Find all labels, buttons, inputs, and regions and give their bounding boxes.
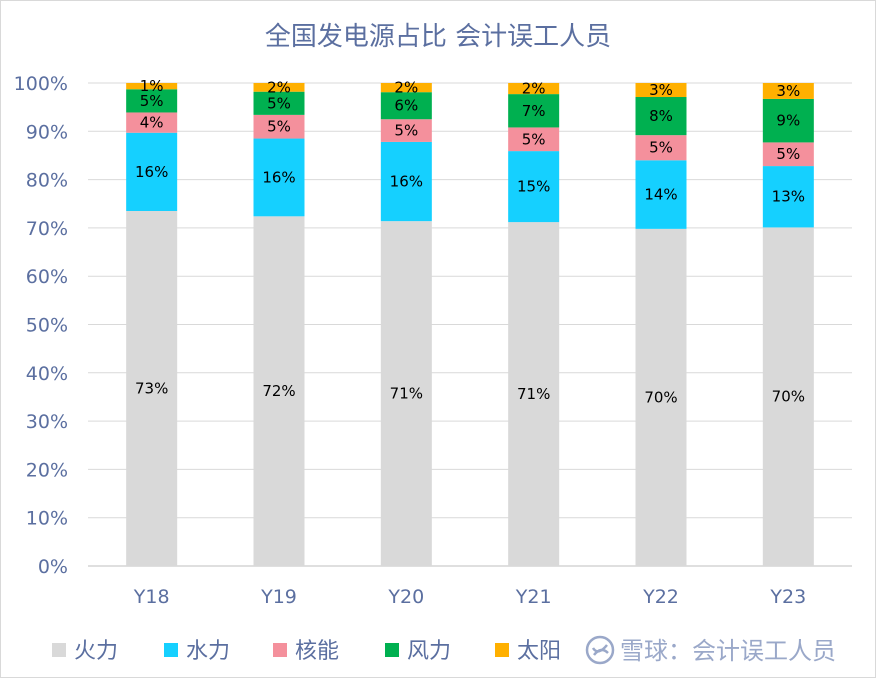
y-tick-label: 100% <box>14 73 68 95</box>
legend-swatch <box>385 643 399 657</box>
bar-segment <box>635 160 687 229</box>
y-tick-label: 90% <box>26 121 68 143</box>
data-label: 5% <box>267 118 291 136</box>
bar-segment <box>253 138 305 217</box>
data-label: 5% <box>267 94 291 112</box>
bar-segment <box>253 114 305 139</box>
bar-segment <box>253 91 305 115</box>
bar-segment <box>508 127 560 152</box>
data-label: 72% <box>262 382 295 400</box>
x-tick-label: Y22 <box>642 586 679 608</box>
data-label: 5% <box>522 130 546 148</box>
bar-segment <box>380 92 432 120</box>
data-label: 70% <box>644 388 677 406</box>
data-label: 71% <box>517 385 550 403</box>
data-label: 15% <box>517 178 550 196</box>
bar-segment <box>635 228 687 566</box>
bar-segment <box>380 141 432 222</box>
y-tick-label: 70% <box>26 218 68 240</box>
data-label: 8% <box>649 107 673 125</box>
bar-segment <box>762 142 814 167</box>
bar-segment <box>635 83 687 98</box>
bars: 73%16%4%5%1%72%16%5%5%2%71%16%5%6%2%71%1… <box>126 77 814 567</box>
x-tick-label: Y23 <box>769 586 806 608</box>
bar-segment <box>762 227 814 567</box>
bar-segment <box>762 83 814 99</box>
x-tick-label: Y19 <box>260 586 297 608</box>
data-label: 9% <box>776 112 800 130</box>
bar-segment <box>126 83 178 90</box>
data-label: 70% <box>772 388 805 406</box>
bar-segment <box>126 112 178 133</box>
x-axis: Y18 Y19 Y20 Y21 Y22 Y23 <box>133 586 806 608</box>
legend: 火力 水力 核能 风力 太阳 <box>52 639 561 664</box>
y-tick-label: 30% <box>26 411 68 433</box>
y-tick-label: 80% <box>26 170 68 192</box>
data-label: 73% <box>135 379 168 397</box>
y-tick-label: 60% <box>26 266 68 288</box>
y-tick-label: 0% <box>38 556 68 578</box>
legend-label: 太阳 <box>517 639 561 664</box>
legend-label: 火力 <box>74 639 118 664</box>
bar-segment <box>253 83 305 92</box>
bar-segment <box>380 83 432 93</box>
data-label: 2% <box>267 78 291 96</box>
snowball-logo-icon <box>585 635 615 665</box>
bar-segment <box>508 94 560 128</box>
data-label: 2% <box>394 79 418 97</box>
y-tick-label: 10% <box>26 508 68 530</box>
data-label: 5% <box>776 145 800 163</box>
x-tick-label: Y18 <box>133 586 170 608</box>
watermark-text: 雪球：会计误工人员 <box>620 637 836 665</box>
data-label: 5% <box>394 122 418 140</box>
data-label: 13% <box>772 188 805 206</box>
bar-segment <box>508 222 560 566</box>
bar-segment <box>126 89 178 113</box>
data-label: 3% <box>776 82 800 100</box>
bar-segment <box>635 135 687 161</box>
bar-segment <box>126 210 178 566</box>
bar-segment <box>508 151 560 223</box>
bar-segment <box>380 119 432 142</box>
watermark: 雪球：会计误工人员 <box>585 635 836 665</box>
data-label: 4% <box>140 114 164 132</box>
legend-swatch <box>273 643 287 657</box>
legend-label: 核能 <box>295 639 339 664</box>
y-tick-label: 20% <box>26 459 68 481</box>
legend-label: 水力 <box>186 639 230 664</box>
data-label: 71% <box>390 385 423 403</box>
bar-segment <box>635 97 687 136</box>
bar-segment <box>126 132 178 211</box>
x-tick-label: Y20 <box>387 586 424 608</box>
legend-swatch <box>52 643 66 657</box>
bar-segment <box>253 216 305 567</box>
data-label: 14% <box>644 186 677 204</box>
bar-segment <box>762 166 814 228</box>
legend-swatch <box>164 643 178 657</box>
bar-segment <box>508 83 560 95</box>
x-tick-label: Y21 <box>515 586 552 608</box>
y-tick-label: 50% <box>26 315 68 337</box>
data-label: 1% <box>140 77 164 95</box>
data-label: 16% <box>390 173 423 191</box>
data-label: 16% <box>262 168 295 186</box>
data-label: 5% <box>649 139 673 157</box>
data-label: 7% <box>522 102 546 120</box>
bar-segment <box>380 221 432 566</box>
legend-label: 风力 <box>407 639 451 664</box>
y-tick-label: 40% <box>26 363 68 385</box>
y-axis: 0% 10% 20% 30% 40% 50% 60% 70% 80% 90% 100% <box>14 73 68 578</box>
chart-title: 全国发电源占比 会计误工人员 <box>265 22 611 52</box>
data-label: 3% <box>649 81 673 99</box>
data-label: 5% <box>140 92 164 110</box>
grid-lines <box>88 82 852 567</box>
bar-segment <box>762 98 814 143</box>
data-label: 16% <box>135 163 168 181</box>
data-label: 6% <box>394 97 418 115</box>
data-label: 2% <box>522 80 546 98</box>
legend-swatch <box>495 643 509 657</box>
